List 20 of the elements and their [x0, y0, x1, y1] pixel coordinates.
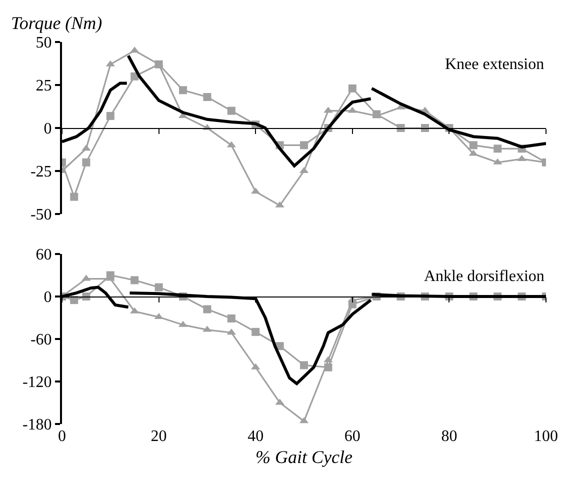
- y-tick-label: 0: [44, 289, 52, 306]
- x-axis-title: % Gait Cycle: [256, 447, 352, 468]
- y-tick-label: 25: [36, 78, 52, 95]
- text: Knee extension: [445, 56, 544, 73]
- x-tick-label: 100: [534, 428, 558, 445]
- y-tick-label: -180: [22, 416, 52, 434]
- y-tick-label: 0: [44, 120, 52, 138]
- y-tick-label: 60: [36, 246, 52, 264]
- y-tick-label: -60: [30, 332, 52, 349]
- x-tick-label: 60: [344, 428, 360, 445]
- x-tick-label: 20: [150, 428, 167, 445]
- y-tick-label: -50: [30, 206, 52, 224]
- y-tick-label: -120: [22, 374, 52, 392]
- y-tick-label: -25: [30, 164, 52, 181]
- y-axis-title: Torque (Nm): [11, 13, 102, 33]
- text: Ankle dorsiflexion: [424, 268, 544, 285]
- x-tick-label: 80: [441, 428, 458, 445]
- y-tick-label: 50: [36, 34, 52, 52]
- x-tick-label: 40: [248, 428, 264, 445]
- x-tick-label: 0: [58, 428, 66, 445]
